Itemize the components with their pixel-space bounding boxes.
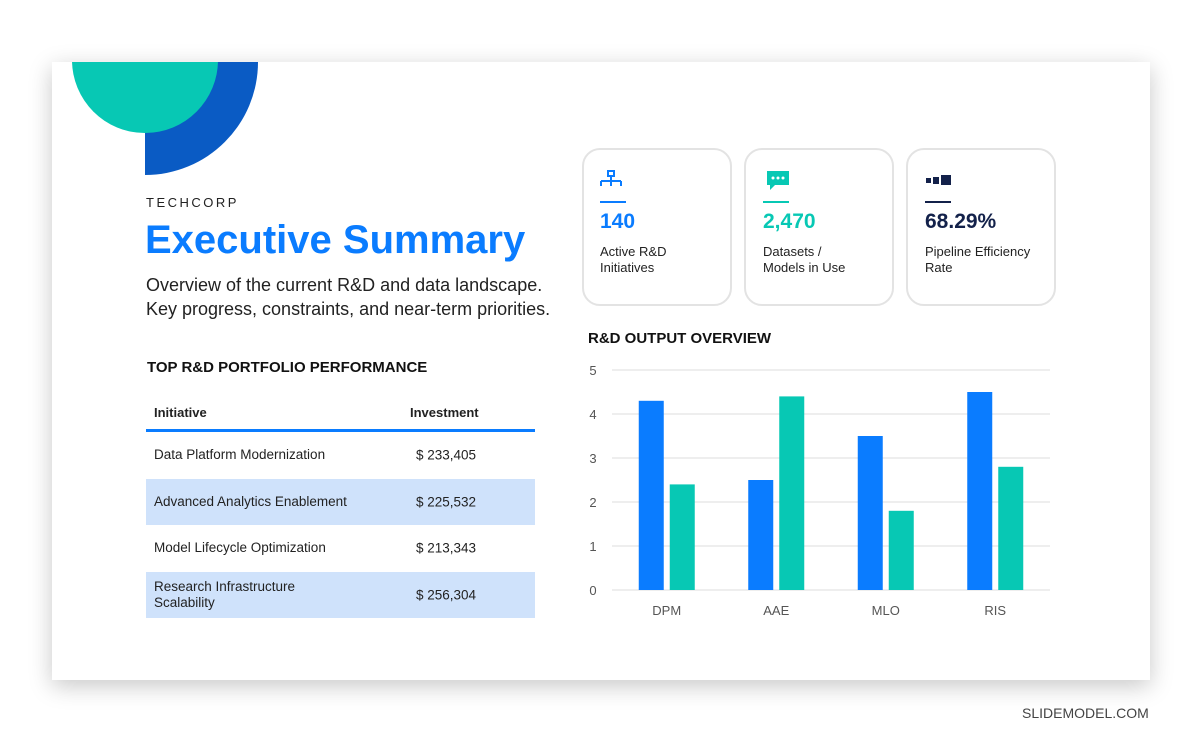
cell: $ 213,343	[416, 540, 477, 556]
x-tick-label: AAE	[763, 603, 789, 618]
footer: SLIDEMODEL.COM	[1022, 705, 1149, 721]
blocks-icon	[926, 175, 951, 185]
kpi-label: Active R&D Initiatives	[600, 244, 667, 275]
y-tick-label: 0	[589, 583, 596, 598]
cell: Advanced Analytics Enablement	[154, 493, 347, 509]
y-tick-label: 5	[589, 363, 596, 378]
subtitle-line: Key progress, constraints, and near-term…	[146, 299, 551, 319]
chat-icon	[767, 171, 789, 190]
chart-title: R&D OUTPUT OVERVIEW	[588, 330, 772, 347]
kpi-label: Datasets / Models in Use	[763, 244, 846, 275]
table-row: Research Infrastructure Scalability $ 256…	[146, 571, 535, 618]
y-tick-label: 3	[589, 451, 596, 466]
x-tick-label: MLO	[872, 603, 900, 618]
cell: $ 256,304	[416, 587, 477, 602]
table-title: TOP R&D PORTFOLIO PERFORMANCE	[147, 359, 428, 376]
column-header: Initiative	[154, 405, 207, 420]
kpi-card	[744, 148, 894, 306]
bar	[638, 400, 664, 590]
bar	[748, 480, 774, 590]
cell: Model Lifecycle Optimization	[154, 540, 326, 555]
x-tick-label: RIS	[984, 603, 1006, 618]
table-row: Advanced Analytics Enablement $ 225,532	[146, 478, 535, 525]
x-tick-label: DPM	[652, 603, 681, 618]
cell: Research Infrastructure Scalability	[154, 578, 296, 610]
bar	[888, 510, 914, 590]
title: Executive Summary	[145, 218, 526, 262]
bar	[779, 396, 805, 590]
kpi-value: 2,470	[763, 210, 816, 233]
kpi-value: 140	[600, 210, 636, 233]
brand: TECHCORP	[146, 195, 239, 210]
bar	[967, 392, 993, 590]
chart: 0 1 2 3 4 5 DPM AAE MLO RIS	[589, 363, 1050, 618]
y-tick-label: 4	[589, 407, 596, 422]
kpi-icons	[600, 170, 951, 203]
column-header: Investment	[410, 405, 479, 420]
bar	[998, 466, 1024, 590]
cell: Data Platform Modernization	[154, 447, 326, 462]
divider	[925, 201, 951, 203]
kpi-label: Pipeline Efficiency Rate	[925, 244, 1031, 275]
decoration	[72, 62, 258, 175]
table-row: Data Platform Modernization $ 233,405	[146, 432, 535, 478]
divider	[763, 201, 789, 203]
divider	[600, 201, 626, 203]
y-tick-label: 2	[589, 495, 596, 510]
bar	[669, 484, 695, 590]
header-rule	[146, 429, 535, 432]
kpi-card	[906, 148, 1056, 306]
y-tick-label: 1	[589, 539, 596, 554]
bar	[857, 436, 883, 590]
table-row: Model Lifecycle Optimization $ 213,343	[146, 525, 535, 571]
cell: $ 233,405	[416, 447, 477, 463]
teal-circle	[72, 62, 218, 133]
subtitle: Overview of the current R&D and data lan…	[146, 273, 550, 321]
hierarchy-icon	[600, 170, 622, 186]
subtitle-line: Overview of the current R&D and data lan…	[146, 275, 543, 295]
cell: $ 225,532	[416, 494, 477, 509]
kpi-value: 68.29%	[925, 210, 997, 233]
